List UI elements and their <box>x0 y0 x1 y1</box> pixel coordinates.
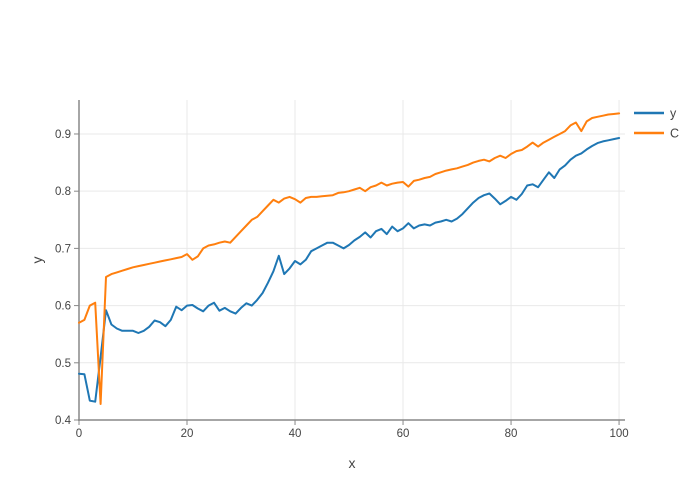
y-tick-label: 0.5 <box>55 358 71 370</box>
axes <box>74 100 625 425</box>
x-tick-label: 100 <box>609 428 628 440</box>
legend-item-c[interactable]: C <box>634 127 679 141</box>
y-tick-label: 0.7 <box>55 243 71 255</box>
series-line-y <box>78 137 621 403</box>
x-tick-label: 0 <box>76 428 82 440</box>
tick-labels: 0 20 40 60 80 100 0.4 0.5 0.6 0.7 0.8 0.9 <box>55 129 629 440</box>
gridlines <box>79 100 625 420</box>
y-axis-title: y <box>29 257 45 264</box>
x-tick-label: 80 <box>505 428 518 440</box>
y-tick-label: 0.8 <box>55 186 71 198</box>
x-axis-title: x <box>349 455 356 471</box>
legend-label-y[interactable]: y <box>670 107 677 121</box>
y-tick-label: 0.4 <box>55 415 72 427</box>
series-line-c <box>78 112 621 405</box>
y-tick-label: 0.9 <box>55 129 71 141</box>
legend-item-y[interactable]: y <box>634 107 677 121</box>
x-tick-label: 40 <box>289 428 302 440</box>
x-tick-label: 60 <box>397 428 410 440</box>
legend: y C <box>634 107 679 141</box>
x-tick-label: 20 <box>181 428 194 440</box>
legend-label-c[interactable]: C <box>670 127 679 141</box>
series-lines <box>78 112 621 405</box>
y-tick-label: 0.6 <box>55 301 71 313</box>
